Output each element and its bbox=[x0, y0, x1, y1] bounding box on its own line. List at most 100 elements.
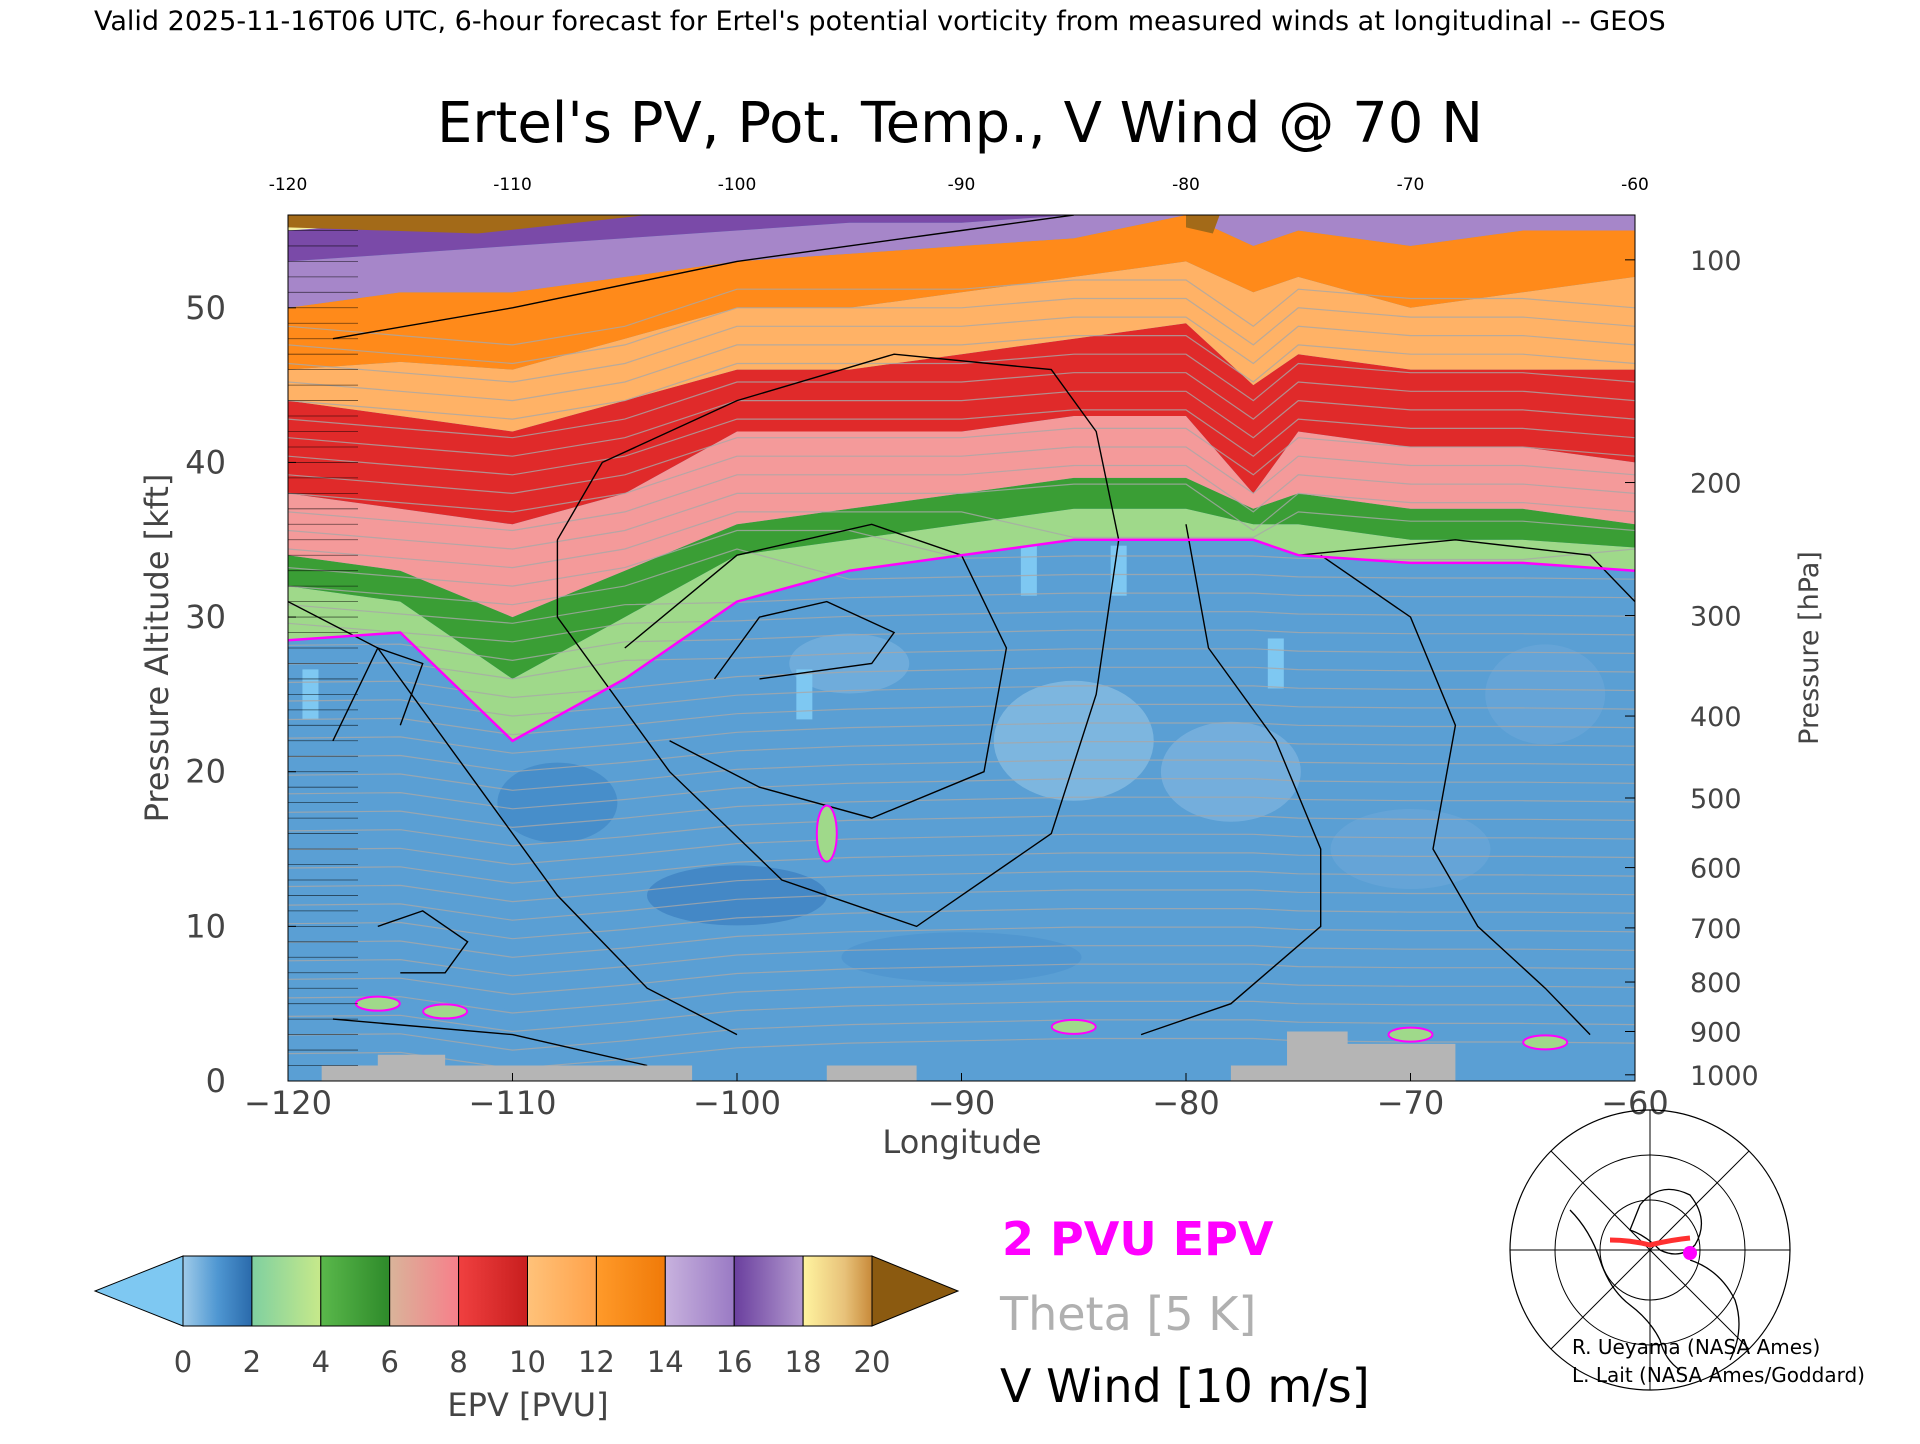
colorbar-segment bbox=[595, 1255, 666, 1327]
colorbar-under-arrow bbox=[93, 1255, 184, 1327]
colorbar-segment bbox=[320, 1255, 391, 1327]
x-tick-label: −70 bbox=[1377, 1084, 1445, 1122]
theta-contour bbox=[288, 335, 1635, 402]
colorbar-segment bbox=[527, 1255, 597, 1327]
colorbar-tick-label: 8 bbox=[449, 1345, 467, 1379]
theta-contour bbox=[288, 1000, 1635, 1033]
band-4-6 bbox=[288, 477, 1635, 679]
colorbar-segment bbox=[664, 1255, 735, 1327]
band-10-12 bbox=[288, 261, 1635, 432]
y-tick-label: 40 bbox=[185, 443, 226, 481]
theta-contour bbox=[288, 778, 1635, 810]
x-tick-label: −100 bbox=[693, 1084, 781, 1122]
x-top-tick-label: -100 bbox=[718, 175, 757, 195]
x-top-tick-label: -70 bbox=[1397, 175, 1425, 195]
tropo-shade-1 bbox=[647, 865, 827, 926]
y-tick-label: 10 bbox=[185, 907, 226, 945]
band-14-16 bbox=[288, 215, 1635, 308]
theta-contour bbox=[288, 372, 1635, 439]
theta-contour bbox=[288, 945, 1635, 977]
theta-contour bbox=[288, 889, 1635, 921]
theta-contour bbox=[288, 685, 1635, 717]
band-12-14 bbox=[288, 215, 1635, 370]
tropo-shade-5 bbox=[1330, 809, 1491, 890]
legend-theta: Theta [5 K] bbox=[999, 1287, 1256, 1341]
colorbar-tick-label: 14 bbox=[647, 1345, 684, 1379]
y-tick-label: 20 bbox=[185, 753, 226, 791]
theta-contour bbox=[288, 833, 1635, 866]
theta-contour bbox=[288, 279, 1635, 346]
credit-line-2: L. Lait (NASA Ames/Goddard) bbox=[1572, 1363, 1865, 1387]
tropo-shade-7 bbox=[789, 633, 910, 694]
pressure-tick-label: 300 bbox=[1690, 602, 1742, 633]
vwind-contour-0 bbox=[332, 215, 1074, 340]
theta-contour bbox=[288, 703, 1635, 736]
theta-contour bbox=[288, 409, 1635, 476]
y-tick-label: 50 bbox=[185, 289, 226, 327]
pressure-tick-label: 800 bbox=[1690, 968, 1742, 999]
colorbar-segment bbox=[733, 1255, 804, 1327]
colorbar-tick-label: 4 bbox=[312, 1345, 330, 1379]
y-tick-label: 0 bbox=[206, 1062, 226, 1100]
colorbar-tick-label: 10 bbox=[509, 1345, 546, 1379]
theta-contour bbox=[288, 722, 1635, 754]
band-over-20-0 bbox=[288, 215, 648, 234]
pv-island-2 bbox=[815, 804, 838, 863]
location-marker bbox=[1683, 1246, 1697, 1260]
theta-contour bbox=[288, 511, 1635, 569]
vwind-contour-10 bbox=[332, 1018, 648, 1067]
tropo-shade-2 bbox=[841, 932, 1082, 983]
colorbar-tick-label: 0 bbox=[174, 1345, 192, 1379]
x-top-tick-label: -120 bbox=[269, 175, 308, 195]
theta-contour bbox=[288, 483, 1635, 550]
pressure-tick-label: 900 bbox=[1690, 1018, 1742, 1049]
band-8-10 bbox=[288, 323, 1635, 525]
x-top-tick-label: -80 bbox=[1172, 175, 1200, 195]
x-top-tick-label: -110 bbox=[493, 175, 532, 195]
y-axis-label: Pressure Altitude [kft] bbox=[138, 474, 176, 823]
pv-2pvu-contour bbox=[288, 538, 1635, 743]
theta-contour bbox=[288, 316, 1635, 383]
pressure-tick-label: 1000 bbox=[1690, 1061, 1759, 1092]
x-tick-label: −120 bbox=[244, 1084, 332, 1122]
x-tick-label: −80 bbox=[1152, 1084, 1220, 1122]
pressure-tick-label: 700 bbox=[1690, 914, 1742, 945]
theta-contour bbox=[288, 548, 1635, 606]
colorbar-tick-label: 12 bbox=[578, 1345, 615, 1379]
theta-contour bbox=[288, 666, 1635, 699]
colorbar: 0 2 4 6 8 10 12 14 16 18 20 bbox=[93, 1255, 960, 1379]
band-16-18 bbox=[288, 215, 1635, 262]
pressure-tick-label: 200 bbox=[1690, 469, 1742, 500]
legend-pv: 2 PVU EPV bbox=[1002, 1212, 1274, 1266]
locator-map bbox=[1509, 1109, 1791, 1391]
theta-contour bbox=[288, 529, 1635, 587]
theta-contour bbox=[288, 926, 1635, 958]
vwind-contour-4 bbox=[713, 600, 896, 680]
vwind-contour-1 bbox=[288, 600, 738, 1036]
colorbar-over-arrow bbox=[871, 1255, 960, 1327]
colorbar-tick-label: 6 bbox=[380, 1345, 398, 1379]
theta-contour bbox=[288, 611, 1635, 643]
plot-area bbox=[288, 215, 1635, 1081]
pv-island-5 bbox=[1522, 1034, 1569, 1051]
theta-contour bbox=[288, 648, 1635, 680]
tropo-shade-3 bbox=[993, 680, 1154, 801]
theta-contour bbox=[288, 815, 1635, 847]
theta-contour bbox=[288, 446, 1635, 513]
colorbar-segment bbox=[182, 1255, 253, 1327]
theta-contour bbox=[288, 390, 1635, 457]
chart-title: Ertel's PV, Pot. Temp., V Wind @ 70 N bbox=[437, 91, 1483, 156]
vwind-contour-7 bbox=[1140, 524, 1322, 1036]
colorbar-segment bbox=[802, 1255, 873, 1327]
credit-line-1: R. Ueyama (NASA Ames) bbox=[1572, 1335, 1820, 1359]
x-tick-label: −60 bbox=[1601, 1084, 1669, 1122]
colorbar-label: EPV [PVU] bbox=[447, 1386, 608, 1424]
valid-time-header: Valid 2025-11-16T06 UTC, 6-hour forecast… bbox=[94, 6, 1666, 37]
theta-contour bbox=[288, 427, 1635, 495]
y-tick-label: 30 bbox=[185, 598, 226, 636]
x-tick-label: −90 bbox=[928, 1084, 996, 1122]
pressure-tick-label: 100 bbox=[1690, 246, 1742, 277]
vwind-contour-6 bbox=[377, 910, 469, 974]
under-patch-3 bbox=[1267, 638, 1284, 689]
